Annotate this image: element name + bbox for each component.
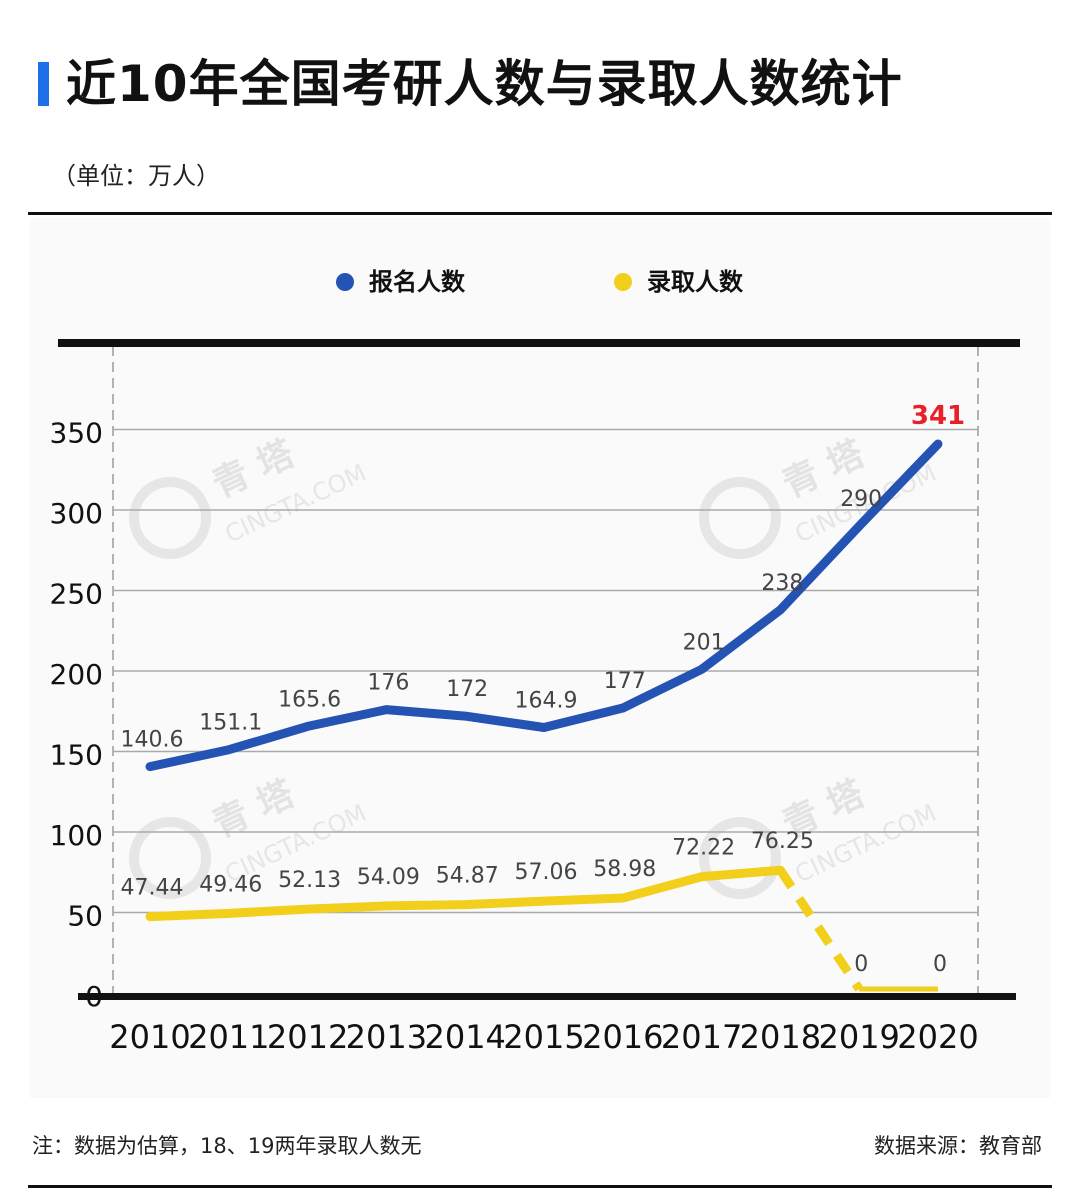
data-label-admitted: 72.22: [672, 836, 735, 861]
series-line-admitted: [145, 865, 785, 922]
x-tick-label: 2017: [661, 1018, 742, 1056]
x-tick-label: 2012: [267, 1018, 348, 1056]
data-label-admitted: 49.46: [199, 872, 262, 897]
x-tick-label: 2016: [582, 1018, 663, 1056]
x-tick-label: 2015: [503, 1018, 584, 1056]
y-tick-label: 50: [67, 900, 103, 933]
series-line-applicants: [145, 439, 943, 772]
data-label-admitted: 58.98: [593, 857, 656, 882]
data-label-admitted: 76.25: [751, 829, 814, 854]
chart-panel: 青 塔 CINGTA.COM 青 塔 CINGTA.COM 青 塔 CINGTA.COM 青…: [30, 218, 1050, 1098]
data-label-admitted: 47.44: [121, 876, 184, 901]
top-axis-bar: [58, 339, 1020, 347]
footnote: 注：数据为估算，18、19两年录取人数无: [32, 1134, 422, 1158]
title-accent-bar: [38, 62, 49, 106]
y-tick-label: 150: [50, 739, 103, 772]
watermark-logo: [699, 817, 781, 899]
y-tick-label: 200: [50, 658, 103, 691]
series-line-admitted-dashed: [776, 867, 863, 992]
legend-marker: [336, 273, 354, 291]
data-label-applicants: 290: [840, 487, 882, 512]
bottom-divider: [28, 1185, 1052, 1188]
data-label-applicants: 172: [446, 677, 488, 702]
data-label-admitted: 52.13: [278, 868, 341, 893]
x-tick-label: 2018: [740, 1018, 821, 1056]
y-tick-label: 100: [50, 819, 103, 852]
x-tick-label: 2014: [424, 1018, 505, 1056]
watermark-logo: [129, 477, 211, 559]
data-label-admitted: 57.06: [515, 860, 578, 885]
legend-label: 录取人数: [647, 268, 744, 296]
data-label-applicants: 176: [367, 671, 409, 696]
data-label-applicants: 341: [911, 401, 965, 431]
data-label-admitted: 54.87: [436, 864, 499, 889]
unit-label: （单位：万人）: [52, 162, 220, 190]
y-tick-label: 300: [50, 497, 103, 530]
legend-marker: [614, 273, 632, 291]
data-label-admitted: 54.09: [357, 865, 420, 890]
data-label-applicants: 201: [683, 630, 725, 655]
x-tick-label: 2020: [897, 1018, 978, 1056]
data-label-admitted: 0: [933, 952, 947, 977]
data-label-applicants: 140.6: [121, 728, 184, 753]
data-label-applicants: 177: [604, 669, 646, 694]
x-tick-label: 2013: [346, 1018, 427, 1056]
x-tick-label: 2019: [818, 1018, 899, 1056]
x-tick-label: 2011: [188, 1018, 269, 1056]
y-tick-label: 250: [50, 578, 103, 611]
y-tick-label: 350: [50, 417, 103, 450]
x-tick-label: 2010: [109, 1018, 190, 1056]
page-title: 近10年全国考研人数与录取人数统计: [66, 55, 903, 113]
top-divider: [28, 212, 1052, 215]
watermark-logo: [699, 477, 781, 559]
data-label-applicants: 238: [761, 571, 803, 596]
data-label-admitted: 0: [854, 952, 868, 977]
data-source: 数据来源：教育部: [874, 1134, 1042, 1158]
data-label-applicants: 151.1: [199, 711, 262, 736]
legend-label: 报名人数: [369, 268, 466, 296]
data-label-applicants: 164.9: [515, 689, 578, 714]
data-label-applicants: 165.6: [278, 687, 341, 712]
x-axis: [78, 993, 1016, 1000]
watermark-logo: [129, 817, 211, 899]
